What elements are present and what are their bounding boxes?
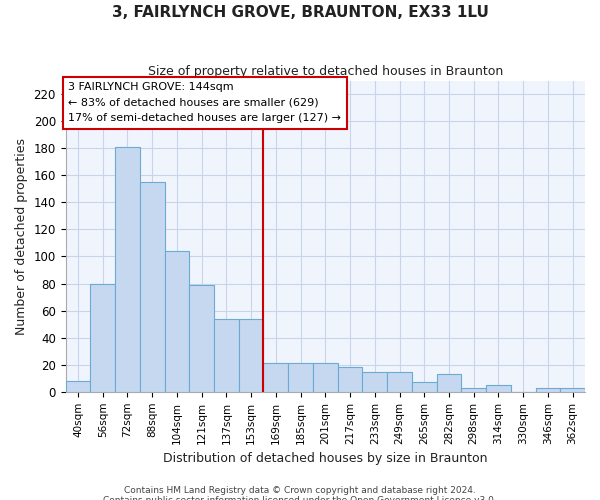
Bar (412, 382, 437, 392)
Bar (91, 284, 115, 392)
Bar (560, 388, 585, 392)
Text: Contains public sector information licensed under the Open Government Licence v3: Contains public sector information licen… (103, 496, 497, 500)
Bar (313, 364, 338, 392)
Text: 3, FAIRLYNCH GROVE, BRAUNTON, EX33 1LU: 3, FAIRLYNCH GROVE, BRAUNTON, EX33 1LU (112, 5, 488, 20)
Bar (65, 381, 91, 392)
Text: 3 FAIRLYNCH GROVE: 144sqm
← 83% of detached houses are smaller (629)
17% of semi: 3 FAIRLYNCH GROVE: 144sqm ← 83% of detac… (68, 82, 341, 124)
Title: Size of property relative to detached houses in Braunton: Size of property relative to detached ho… (148, 65, 503, 78)
Bar (437, 374, 461, 392)
X-axis label: Distribution of detached houses by size in Braunton: Distribution of detached houses by size … (163, 452, 488, 465)
Bar (214, 318, 239, 392)
Bar (461, 388, 486, 392)
Y-axis label: Number of detached properties: Number of detached properties (15, 138, 28, 334)
Bar (164, 251, 190, 392)
Bar (239, 318, 263, 392)
Bar (140, 182, 164, 392)
Bar (263, 364, 288, 392)
Bar (362, 372, 387, 392)
Bar (536, 388, 560, 392)
Bar (190, 285, 214, 392)
Bar (387, 372, 412, 392)
Bar (486, 385, 511, 392)
Text: Contains HM Land Registry data © Crown copyright and database right 2024.: Contains HM Land Registry data © Crown c… (124, 486, 476, 495)
Bar (338, 368, 362, 392)
Bar (288, 364, 313, 392)
Bar (115, 147, 140, 392)
